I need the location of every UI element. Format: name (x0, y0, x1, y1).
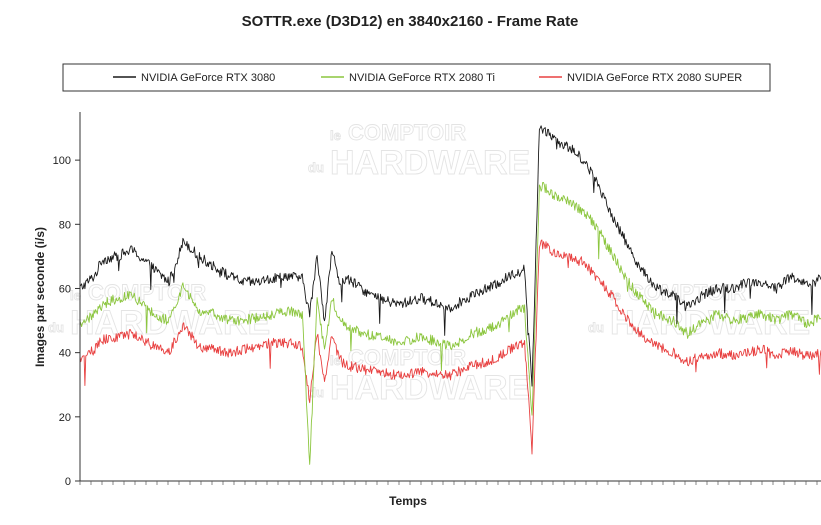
watermark-text: du (308, 160, 324, 175)
watermark-text: COMPTOIR (628, 280, 746, 305)
legend-label: NVIDIA GeForce RTX 2080 SUPER (567, 72, 742, 84)
watermark-text: le (610, 288, 621, 303)
watermark-text: le (330, 128, 341, 143)
watermark-text: HARDWARE (330, 369, 530, 407)
plot-area: 0 20 40 60 80 100 (53, 112, 821, 488)
watermark: le COMPTOIR du HARDWARE (48, 280, 271, 343)
legend-label: NVIDIA GeForce RTX 2080 Ti (349, 72, 495, 84)
watermark: le COMPTOIR du HARDWARE (308, 120, 531, 183)
watermark-text: COMPTOIR (88, 280, 206, 305)
y-ticks: 0 20 40 60 80 100 (53, 155, 80, 488)
watermark: le COMPTOIR du HARDWARE (308, 345, 531, 408)
y-tick-label: 20 (59, 412, 71, 424)
legend-entry: NVIDIA GeForce RTX 3080 (113, 72, 275, 84)
y-axis-title: Images par seconde (i/s) (33, 227, 47, 367)
watermark-text: du (588, 320, 604, 335)
x-axis-title: Temps (389, 494, 427, 508)
watermark-text: du (308, 385, 324, 400)
y-tick-label: 80 (59, 219, 71, 231)
y-tick-label: 100 (53, 155, 71, 167)
chart-title: SOTTR.exe (D3D12) en 3840x2160 - Frame R… (242, 13, 579, 30)
series-line (79, 125, 821, 387)
watermark-text: HARDWARE (70, 304, 270, 342)
series-line (79, 239, 821, 455)
legend-entry: NVIDIA GeForce RTX 2080 Ti (321, 72, 495, 84)
legend-label: NVIDIA GeForce RTX 3080 (141, 72, 275, 84)
legend-box (62, 63, 771, 92)
watermark-text: COMPTOIR (348, 345, 466, 370)
series-layer (79, 125, 821, 465)
watermark-text: COMPTOIR (348, 120, 466, 145)
watermark-text: HARDWARE (330, 144, 530, 182)
x-ticks (79, 481, 818, 485)
watermark-text: du (48, 320, 64, 335)
series-line (79, 181, 821, 465)
y-tick-label: 40 (59, 348, 71, 360)
legend-entry: NVIDIA GeForce RTX 2080 SUPER (539, 72, 742, 84)
legend: NVIDIA GeForce RTX 3080 NVIDIA GeForce RT… (113, 72, 742, 84)
y-tick-label: 0 (65, 476, 71, 488)
y-tick-label: 60 (59, 283, 71, 295)
watermark-text: le (330, 353, 341, 368)
watermark-text: le (70, 288, 81, 303)
